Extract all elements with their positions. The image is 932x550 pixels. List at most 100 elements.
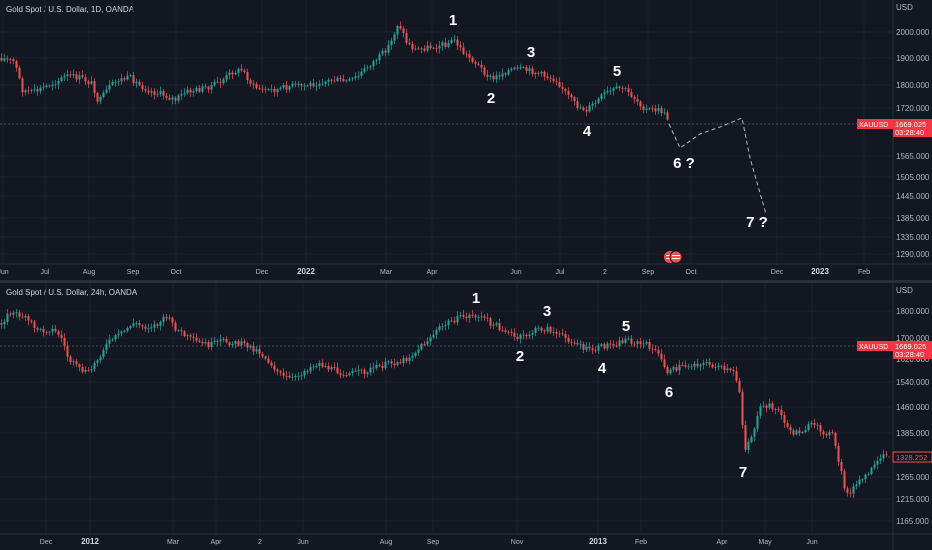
candle-body [513, 67, 516, 69]
wave-label: 6 [665, 384, 673, 401]
candle-body [336, 77, 339, 81]
candle-body [582, 343, 585, 350]
candle-body [642, 106, 645, 110]
candle-body [150, 91, 153, 93]
candle-body [336, 367, 339, 374]
candle-body [441, 42, 444, 46]
candle-body [609, 90, 612, 92]
candle-body [444, 42, 447, 47]
symbol-title: Gold Spot / U.S. Dollar, 1D, OANDA [6, 5, 135, 14]
candle-body [408, 42, 411, 45]
candle-body [849, 492, 852, 494]
candle-body [483, 67, 486, 75]
candle-body [540, 71, 543, 74]
wave-label: 3 [527, 44, 535, 61]
candle-body [66, 346, 69, 357]
price-tag-countdown: 03:28:40 [895, 128, 924, 137]
candle-body [99, 97, 102, 102]
candle-body [129, 326, 132, 328]
candle-body [57, 80, 60, 85]
candle-body [39, 329, 42, 330]
wave-label: 1 [472, 290, 480, 307]
candle-body [168, 97, 171, 100]
candle-body [594, 350, 597, 352]
candle-body [246, 72, 249, 81]
daily-chart-canvas[interactable]: 2000.0001900.0001800.0001720.0001645.000… [0, 0, 932, 280]
candle-body [531, 333, 534, 335]
candle-body [498, 75, 501, 77]
candle-body [363, 369, 366, 374]
24h-chart-pane[interactable]: Gold Spot / U.S. Dollar, 24h, OANDA 1800… [0, 283, 932, 550]
candle-body [360, 71, 363, 76]
candle-body [612, 344, 615, 347]
candle-body [348, 373, 351, 376]
candle-body [0, 58, 3, 61]
candle-body [330, 79, 333, 81]
candle-body [93, 363, 96, 370]
candle-body [282, 372, 285, 376]
candle-body [819, 425, 822, 432]
candle-body [846, 488, 849, 493]
y-tick-label: 1700.000 [896, 334, 930, 343]
candle-body [549, 77, 552, 79]
candle-body [453, 320, 456, 323]
candle-body [540, 327, 543, 331]
candle-body [180, 330, 183, 332]
candle-body [171, 317, 174, 323]
candle-body [750, 436, 753, 443]
candle-body [372, 61, 375, 67]
candle-body [573, 97, 576, 102]
candle-body [747, 442, 750, 450]
candle-body [405, 358, 408, 362]
candle-body [369, 66, 372, 68]
candle-body [123, 78, 126, 80]
pane-divider[interactable] [0, 280, 932, 283]
y-tick-label: 1290.000 [896, 250, 930, 259]
candle-body [651, 108, 654, 110]
candle-body [525, 334, 528, 337]
candle-body [645, 108, 648, 110]
candle-body [507, 331, 510, 333]
candle-body [381, 50, 384, 55]
candle-body [741, 392, 744, 426]
candle-body [618, 86, 621, 88]
candle-body [12, 59, 15, 62]
candle-body [189, 89, 192, 93]
candle-body [354, 76, 357, 79]
candle-body [24, 90, 27, 93]
candle-body [423, 344, 426, 345]
daily-chart-pane[interactable]: Gold Spot / U.S. Dollar, 1D, OANDA 2000.… [0, 0, 932, 280]
candle-body [75, 361, 78, 365]
candle-body [207, 342, 210, 348]
candle-body [564, 88, 567, 91]
candle-body [84, 370, 87, 372]
y-tick-label: 1800.000 [896, 307, 930, 316]
candle-body [669, 369, 672, 374]
candle-body [204, 342, 207, 344]
currency-label: USD [896, 286, 913, 295]
candle-body [141, 85, 144, 90]
candle-body [609, 343, 612, 345]
candle-body [810, 422, 813, 425]
candle-body [411, 44, 414, 50]
candle-body [129, 75, 132, 76]
candle-body [312, 83, 315, 87]
candle-body [639, 341, 642, 345]
candle-body [570, 94, 573, 98]
candle-body [462, 47, 465, 54]
y-tick-label: 1565.000 [896, 152, 930, 161]
24h-chart-canvas[interactable]: 1800.000 1700.000 1620.000 1540.000 1460.000… [0, 283, 932, 550]
candle-body [345, 80, 348, 82]
candle-body [15, 312, 18, 314]
candle-body [837, 445, 840, 462]
candle-body [69, 356, 72, 363]
candle-body [162, 91, 165, 96]
candle-body [798, 430, 801, 434]
candle-body [495, 75, 498, 80]
candle-body [567, 337, 570, 342]
candle-body [357, 75, 360, 77]
candle-body [615, 346, 618, 347]
candle-body [18, 67, 21, 79]
candle-body [732, 370, 735, 372]
candle-body [288, 86, 291, 90]
